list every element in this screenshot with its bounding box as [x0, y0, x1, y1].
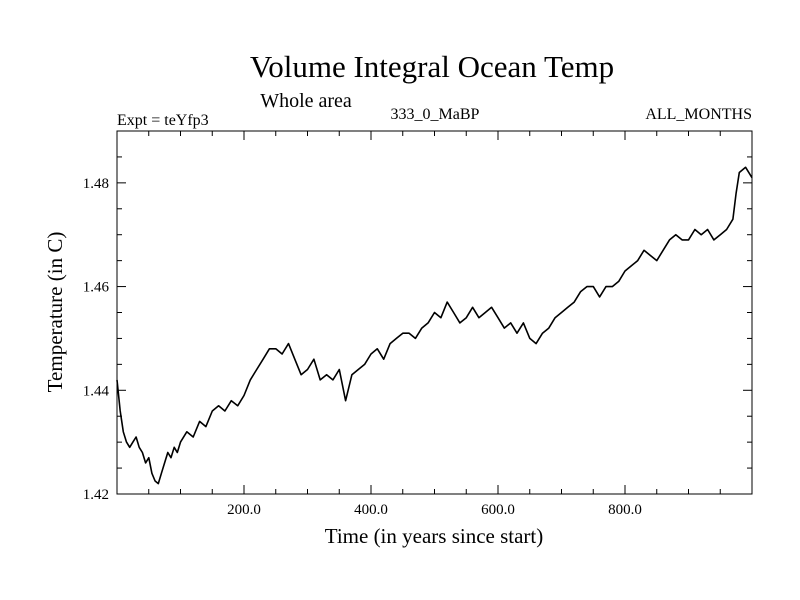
- x-tick-label: 800.0: [608, 502, 642, 518]
- series-line-1: [116, 166, 753, 485]
- months-label: ALL_MONTHS: [645, 106, 752, 123]
- y-tick-label: 1.46: [83, 280, 110, 296]
- x-tick-label: 400.0: [354, 502, 388, 518]
- x-tick-label: 600.0: [481, 502, 515, 518]
- period-label: 333_0_MaBP: [391, 106, 480, 123]
- y-axis-label: Temperature (in C): [43, 232, 67, 393]
- chart-title: Volume Integral Ocean Temp: [250, 49, 614, 84]
- chart-subtitle: Whole area: [260, 90, 352, 112]
- x-axis-label: Time (in years since start): [325, 524, 544, 548]
- y-tick-label: 1.42: [83, 487, 109, 503]
- y-tick-label: 1.48: [83, 176, 109, 192]
- x-tick-label: 200.0: [227, 502, 261, 518]
- y-tick-label: 1.44: [83, 383, 110, 399]
- experiment-label: Expt = teYfp3: [117, 112, 209, 129]
